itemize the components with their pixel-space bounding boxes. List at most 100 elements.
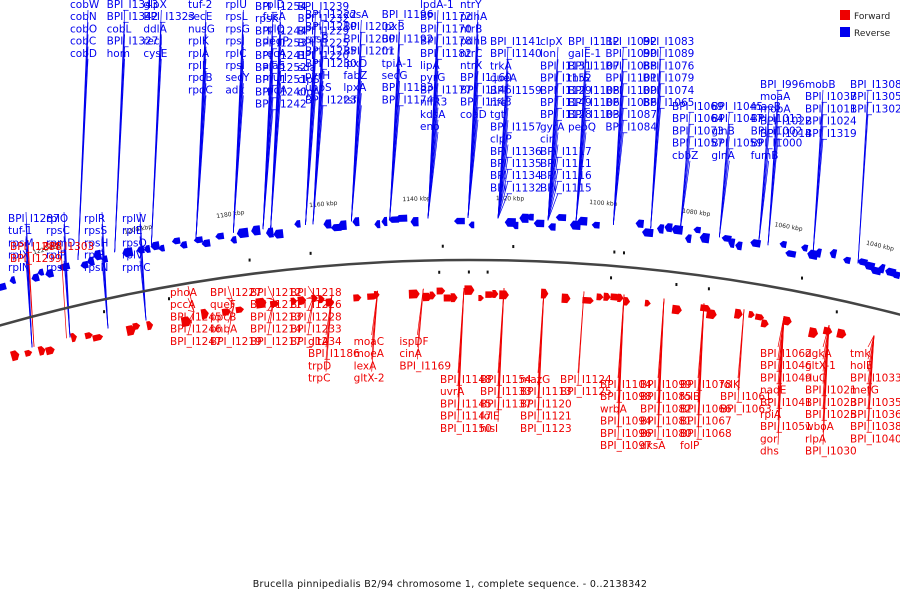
reverse-gene-label: BPI_I1159 <box>490 85 542 97</box>
leader-line <box>497 288 505 422</box>
reverse-gene-arrow <box>31 273 40 282</box>
leader-line <box>312 105 324 225</box>
reverse-gene-label: BPI_I1131 <box>540 60 592 72</box>
reverse-gene-label: pepQ <box>568 121 596 133</box>
reverse-gene-label: kdsA <box>420 109 446 121</box>
leader-line <box>227 305 235 311</box>
reverse-gene-label: BPI_I1074 <box>643 85 695 97</box>
forward-gene-label: gltA <box>308 336 330 348</box>
forward-gene-arrow <box>644 299 651 307</box>
reverse-gene-arrow <box>87 256 95 266</box>
reverse-gene-label: BPI_I1014 <box>760 128 812 140</box>
leader-line <box>867 335 875 348</box>
leader-line <box>737 309 745 403</box>
forward-gene-label: folE <box>480 411 500 423</box>
reverse-gene-label: lpxD <box>343 58 367 70</box>
reverse-gene-arrow <box>642 228 654 238</box>
reverse-gene-label: BPI_I1308 <box>850 79 900 91</box>
forward-gene-arrow <box>24 349 33 357</box>
reverse-gene-label: BPI_I1196 <box>382 9 434 21</box>
reverse-gene-label: BPI_I1024 <box>805 116 857 128</box>
reverse-gene-label: BPI_I1254 <box>255 1 307 13</box>
reverse-gene-label: BPI_I1201 <box>343 46 395 58</box>
leader-line <box>77 58 89 260</box>
forward-gene-arrow <box>760 319 769 328</box>
reverse-gene-label: pyrH <box>305 70 330 82</box>
reverse-gene-label: nusG <box>188 23 215 35</box>
leader-line <box>187 298 195 312</box>
reverse-gene-arrow <box>171 237 181 245</box>
leader-line <box>325 294 333 372</box>
leader-line <box>307 285 315 296</box>
forward-gene-arrow <box>408 289 420 299</box>
reverse-gene-label: rpsI <box>225 60 245 72</box>
forward-gene-label: uvrA <box>440 386 465 398</box>
leader-line <box>467 119 479 219</box>
leader-line <box>718 160 730 238</box>
tick-label: 1060 kbp <box>774 221 803 233</box>
forward-gene-arrow <box>492 289 499 298</box>
reverse-gene-label: BPI_I1302 <box>850 103 900 115</box>
reverse-gene-label: BPI_I1116 <box>540 170 592 182</box>
reverse-gene-label: BPI_I1141 <box>490 36 542 48</box>
leader-line <box>307 295 315 299</box>
reverse-gene-label: rpmD <box>46 237 75 249</box>
reverse-gene-label: BPI_I1128 <box>540 109 592 121</box>
chromosome-backbone <box>0 258 900 327</box>
reverse-gene-label: BPI_I1101 <box>605 73 657 85</box>
reverse-gene-label: rpsB <box>305 33 329 45</box>
forward-gene-label: BPI_I1150 <box>440 423 492 435</box>
reverse-gene-arrow <box>294 220 301 228</box>
reverse-gene-arrow <box>468 221 475 229</box>
forward-gene-label: BPI_I1094 <box>600 416 652 428</box>
leader-line <box>857 114 869 264</box>
forward-gene-label: rpiA <box>760 409 782 421</box>
reverse-gene-label: BPI_I1112 <box>568 36 620 48</box>
leader-line <box>822 325 830 445</box>
reverse-gene-label: BPI_I1037 <box>805 91 857 103</box>
forward-gene-label: queF <box>210 299 236 311</box>
reverse-gene-label: glpX <box>143 0 166 11</box>
reverse-gene-label: rplP <box>46 250 66 262</box>
forward-gene-arrow <box>235 306 245 314</box>
forward-gene-label: BPI_I1082 <box>640 403 692 415</box>
reverse-gene-label: rplU <box>225 0 247 11</box>
feature-marker <box>248 258 251 262</box>
leader-line <box>497 156 509 219</box>
feature-marker <box>167 297 170 301</box>
forward-gene-arrow <box>180 316 192 328</box>
reverse-gene-arrow <box>685 234 692 244</box>
reverse-gene-label: BPI_I1210 <box>305 21 357 33</box>
reverse-gene-label: BPI_I1230 <box>305 58 357 70</box>
forward-gene-label: BPI_I1247 <box>170 336 222 348</box>
forward-gene-label: wrbA <box>600 403 628 415</box>
reverse-gene-arrow <box>548 223 556 231</box>
forward-gene-arrow <box>603 292 611 301</box>
leader-line <box>307 295 315 335</box>
forward-gene-arrow <box>125 325 136 336</box>
reverse-gene-label: tgt <box>490 109 505 121</box>
reverse-gene-label: rplC <box>225 48 246 60</box>
forward-gene-label: BPI_I1169 <box>399 360 451 372</box>
reverse-gene-label: pdhB <box>460 36 487 48</box>
leader-line <box>227 305 235 323</box>
forward-gene-label: BPI_I1228 <box>290 311 342 323</box>
reverse-gene-label: rpsH <box>84 237 108 249</box>
reverse-gene-arrow <box>721 234 732 243</box>
forward-gene-arrow <box>92 333 104 342</box>
reverse-gene-arrow <box>201 239 211 248</box>
reverse-gene-label: degP <box>263 36 289 48</box>
forward-gene-label: BPI_I1120 <box>520 398 572 410</box>
leader-line <box>867 335 875 433</box>
forward-gene-label: BPI_I1148 <box>440 374 492 386</box>
reverse-gene-arrow <box>80 260 89 269</box>
feature-marker <box>441 244 444 248</box>
reverse-gene-label: rplL <box>188 60 208 72</box>
tick-label: 1040 kbp <box>865 240 894 253</box>
reverse-gene-label: rpsM <box>8 237 34 249</box>
reverse-gene-arrow <box>511 221 519 230</box>
reverse-gene-label: BPI_I1174 <box>382 94 434 106</box>
reverse-gene-label: gyrA <box>540 121 565 133</box>
forward-gene-arrow <box>255 297 267 309</box>
